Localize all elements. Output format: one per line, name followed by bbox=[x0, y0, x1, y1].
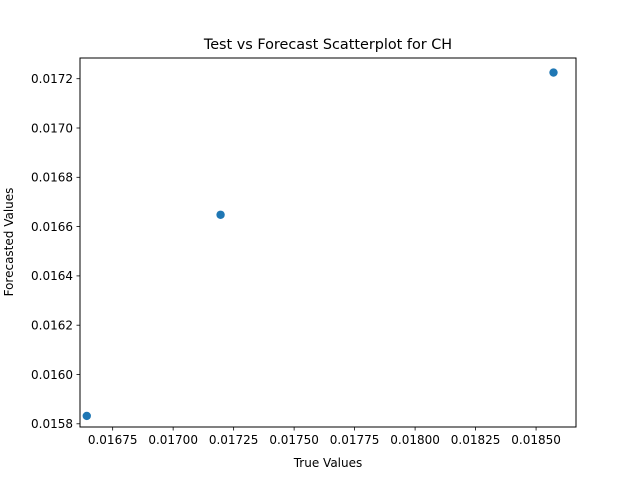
x-tick-label: 0.01700 bbox=[148, 433, 198, 447]
y-tick-label: 0.0172 bbox=[31, 72, 73, 86]
y-tick-label: 0.0170 bbox=[31, 121, 73, 135]
y-tick-label: 0.0162 bbox=[31, 318, 73, 332]
y-tick-label: 0.0168 bbox=[31, 171, 73, 185]
x-tick-label: 0.01675 bbox=[88, 433, 138, 447]
y-axis-ticks: 0.0158 0.0160 0.0162 0.0164 0.0166 0.0168 0.01… bbox=[31, 72, 80, 431]
x-tick-label: 0.01750 bbox=[269, 433, 319, 447]
y-axis-label: Forecasted Values bbox=[2, 188, 16, 297]
x-tick-label: 0.01800 bbox=[390, 433, 440, 447]
y-tick-label: 0.0166 bbox=[31, 220, 73, 234]
x-tick-label: 0.01775 bbox=[330, 433, 380, 447]
x-axis-ticks: 0.01675 0.01700 0.01725 0.01750 0.01775 0.018… bbox=[88, 427, 561, 447]
x-tick-label: 0.01825 bbox=[451, 433, 501, 447]
plot-frame bbox=[79, 57, 577, 428]
x-tick-label: 0.01725 bbox=[209, 433, 259, 447]
data-point bbox=[549, 68, 558, 77]
chart-title: Test vs Forecast Scatterplot for CH bbox=[203, 37, 452, 53]
y-tick-label: 0.0160 bbox=[31, 368, 73, 382]
data-point bbox=[216, 210, 225, 219]
y-tick-label: 0.0164 bbox=[31, 269, 73, 283]
x-tick-label: 0.01850 bbox=[511, 433, 561, 447]
data-point bbox=[82, 411, 91, 421]
x-axis-label: True Values bbox=[293, 456, 363, 470]
points-layer bbox=[82, 68, 558, 421]
y-tick-label: 0.0158 bbox=[31, 417, 73, 431]
